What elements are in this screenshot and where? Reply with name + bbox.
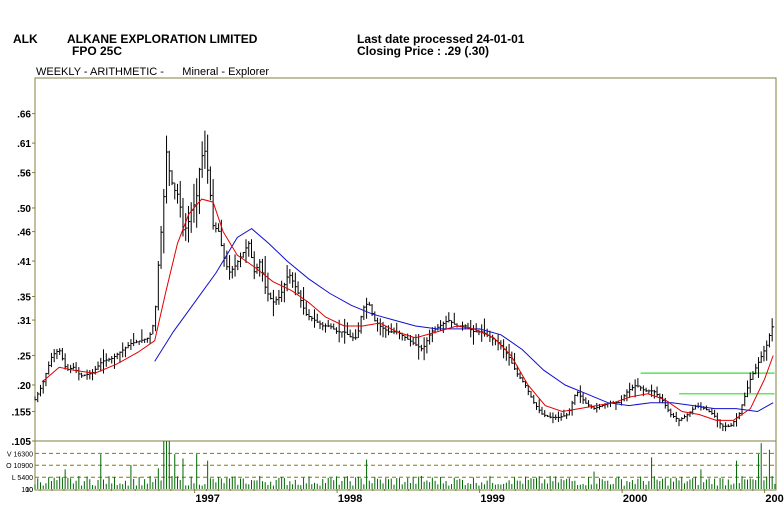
- volume-axis-label: O 10900: [6, 463, 33, 470]
- y-tick-label: .25: [17, 351, 31, 362]
- long-moving-average-line: [154, 227, 774, 413]
- security-label: FPO 25C: [72, 44, 123, 58]
- y-tick-label: .31: [17, 316, 31, 327]
- plot-frame: [34, 77, 777, 491]
- y-tick-label: .105: [12, 437, 32, 448]
- y-axis: .105 .155 .20 .25 .31 .35 .41 .46 .50 .56 .61 .66: [12, 110, 776, 448]
- volume-axis-label: L 5400: [12, 475, 33, 482]
- ticker-label: ALK: [13, 32, 38, 46]
- y-tick-label: .20: [17, 381, 31, 392]
- company-name: ALKANE EXPLORATION LIMITED: [67, 32, 258, 46]
- volume-axis-label: 10: [25, 487, 33, 494]
- closing-price-label: Closing Price : .29 (.30): [357, 44, 490, 58]
- resistance-lines: [640, 372, 775, 395]
- x-tick-label: 2000: [623, 493, 647, 505]
- y-tick-label: .46: [17, 228, 31, 239]
- y-tick-label: .61: [17, 139, 31, 150]
- y-tick-label: .155: [12, 408, 32, 419]
- x-tick-label: 1999: [480, 493, 504, 505]
- y-tick-label: .50: [17, 204, 31, 215]
- y-tick-label: .66: [17, 110, 31, 121]
- chart-subtitle: WEEKLY - ARITHMETIC - Mineral - Explorer: [36, 66, 270, 78]
- short-moving-average-line: [41, 198, 774, 421]
- volume-bars: [34, 441, 776, 489]
- x-axis: 1997 1998 1999 2000 2001: [39, 489, 784, 505]
- volume-axis-label: 100: [21, 487, 33, 494]
- last-date-label: Last date processed 24-01-01: [357, 32, 525, 46]
- x-tick-label: 1998: [338, 493, 362, 505]
- x-tick-label: 2001: [765, 493, 784, 505]
- price-bars: [34, 130, 775, 432]
- y-tick-label: .35: [17, 292, 31, 303]
- y-tick-label: .41: [17, 257, 31, 268]
- y-tick-label: .56: [17, 169, 31, 180]
- volume-axis-label: V 16300: [7, 451, 33, 458]
- x-tick-label: 1997: [195, 493, 219, 505]
